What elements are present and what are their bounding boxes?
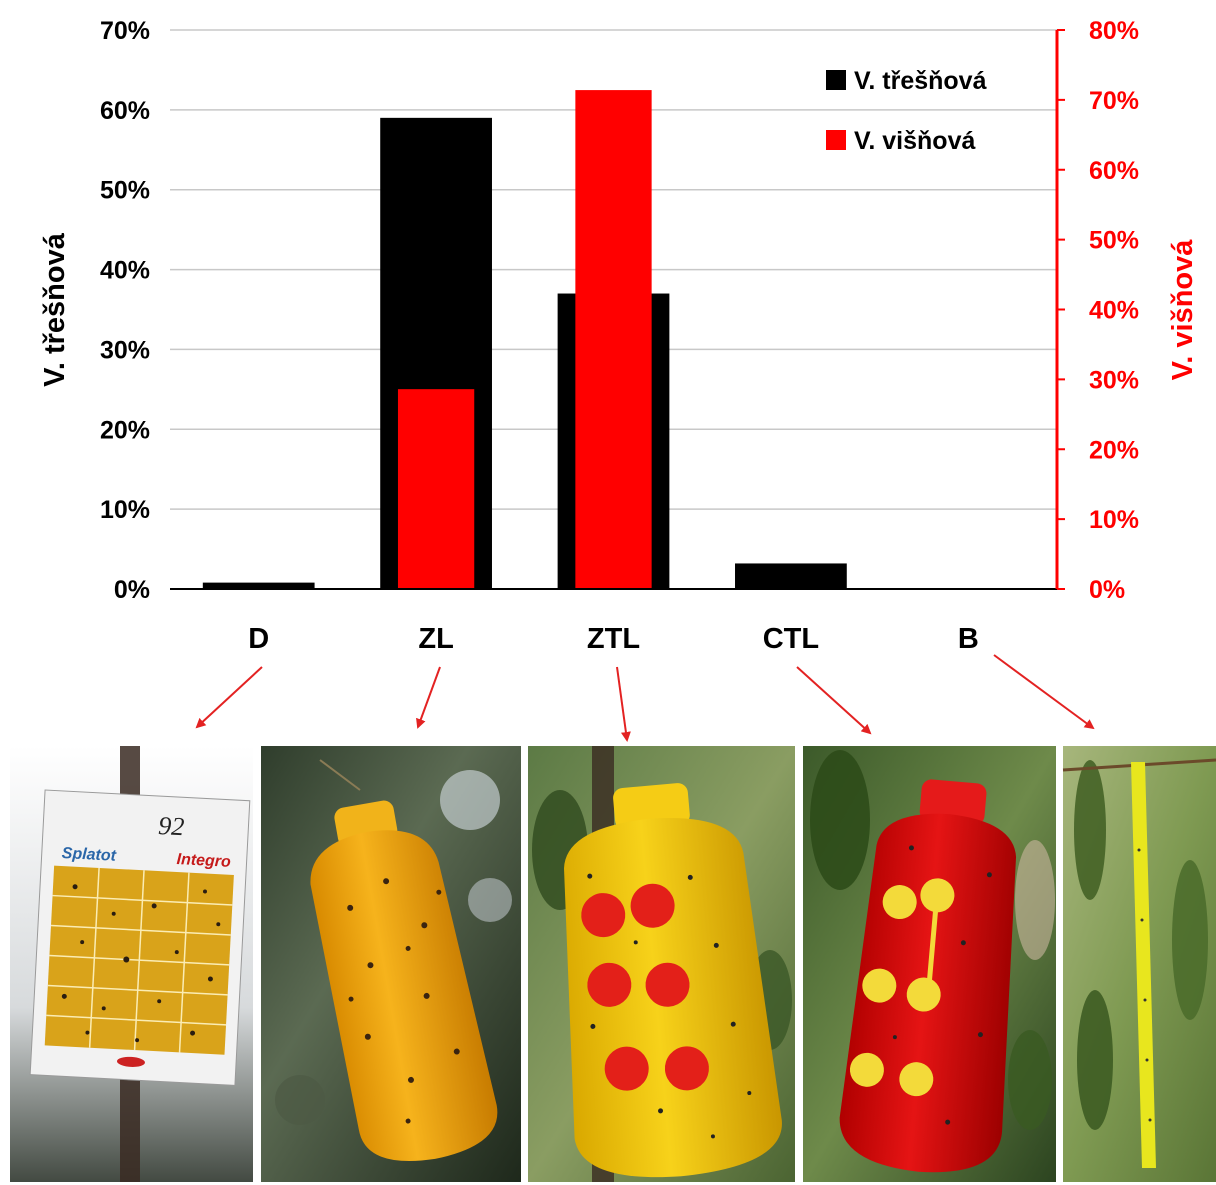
yellow-bottle-trap-red-dots-icon bbox=[564, 783, 782, 1178]
arrow-ztl bbox=[616, 666, 631, 742]
category-labels: D ZL ZTL CTL B bbox=[248, 623, 979, 655]
yellow-bottle-trap-icon bbox=[310, 800, 498, 1161]
legend-label-v-visnova: V. višňová bbox=[854, 127, 975, 155]
y-left-tick-label: 50% bbox=[100, 177, 150, 205]
y-left-tick-label: 10% bbox=[100, 496, 150, 524]
y-left-tick-label: 60% bbox=[100, 97, 150, 125]
photo-zl bbox=[261, 746, 521, 1182]
y-right-tick-label: 40% bbox=[1089, 297, 1139, 325]
bar-v-tresnova-ctl bbox=[735, 563, 847, 589]
arrow-b bbox=[993, 654, 1095, 730]
photo-d: 92 Splatot Integro bbox=[10, 746, 253, 1182]
y-right-tick-label: 0% bbox=[1089, 576, 1125, 604]
legend-swatch-v-visnova bbox=[826, 130, 846, 150]
bar-v-tresnova-d bbox=[202, 582, 315, 589]
card-brand-2: Integro bbox=[176, 851, 231, 871]
photo-b bbox=[1062, 746, 1216, 1182]
bar-v-visnova-zl bbox=[397, 389, 475, 589]
y-left-axis-title: V. třešňová bbox=[39, 232, 71, 387]
legend-label-v-tresnova: V. třešňová bbox=[854, 67, 987, 95]
y-left-tick-labels: 0% 10% 20% 30% 40% 50% 60% 70% bbox=[100, 17, 150, 604]
y-right-axis-title: V. višňová bbox=[1167, 239, 1199, 381]
category-label-ztl: ZTL bbox=[587, 623, 640, 655]
y-left-tick-label: 20% bbox=[100, 416, 150, 444]
y-left-tick-label: 70% bbox=[100, 17, 150, 45]
card-brand-1: Splatot bbox=[61, 845, 117, 865]
card-number: 92 bbox=[158, 811, 185, 841]
yellow-sticky-card-trap-icon: 92 Splatot Integro bbox=[29, 789, 251, 1086]
photo-ctl bbox=[803, 746, 1056, 1182]
trap-photos: 92 Splatot Integro bbox=[10, 746, 1216, 1182]
y-right-tick-label: 50% bbox=[1089, 227, 1139, 255]
category-arrows bbox=[195, 654, 1095, 742]
bar-v-visnova-ztl bbox=[575, 90, 652, 589]
y-right-tick-labels: 0% 10% 20% 30% 40% 50% 60% 70% 80% bbox=[1057, 17, 1139, 604]
photo-ztl bbox=[528, 746, 795, 1182]
category-label-b: B bbox=[958, 623, 979, 655]
arrow-zl bbox=[416, 666, 441, 729]
legend-swatch-v-tresnova bbox=[826, 70, 846, 90]
y-left-tick-label: 30% bbox=[100, 336, 150, 364]
bars bbox=[202, 90, 847, 589]
arrow-ctl bbox=[796, 666, 872, 735]
category-label-ctl: CTL bbox=[763, 623, 819, 655]
y-left-tick-label: 0% bbox=[114, 576, 150, 604]
category-label-d: D bbox=[248, 623, 269, 655]
yellow-strip-trap-icon bbox=[1131, 762, 1156, 1168]
y-right-tick-label: 80% bbox=[1089, 17, 1139, 45]
y-left-tick-label: 40% bbox=[100, 257, 150, 285]
y-right-tick-label: 30% bbox=[1089, 366, 1139, 394]
arrow-d bbox=[195, 666, 263, 729]
legend: V. třešňová V. višňová bbox=[826, 67, 987, 155]
y-right-tick-label: 70% bbox=[1089, 87, 1139, 115]
category-label-zl: ZL bbox=[418, 623, 453, 655]
plot-area bbox=[170, 29, 1059, 590]
y-right-tick-label: 10% bbox=[1089, 506, 1139, 534]
y-right-tick-label: 20% bbox=[1089, 436, 1139, 464]
red-bottle-trap-yellow-dots-icon bbox=[839, 779, 1017, 1173]
y-right-tick-label: 60% bbox=[1089, 157, 1139, 185]
